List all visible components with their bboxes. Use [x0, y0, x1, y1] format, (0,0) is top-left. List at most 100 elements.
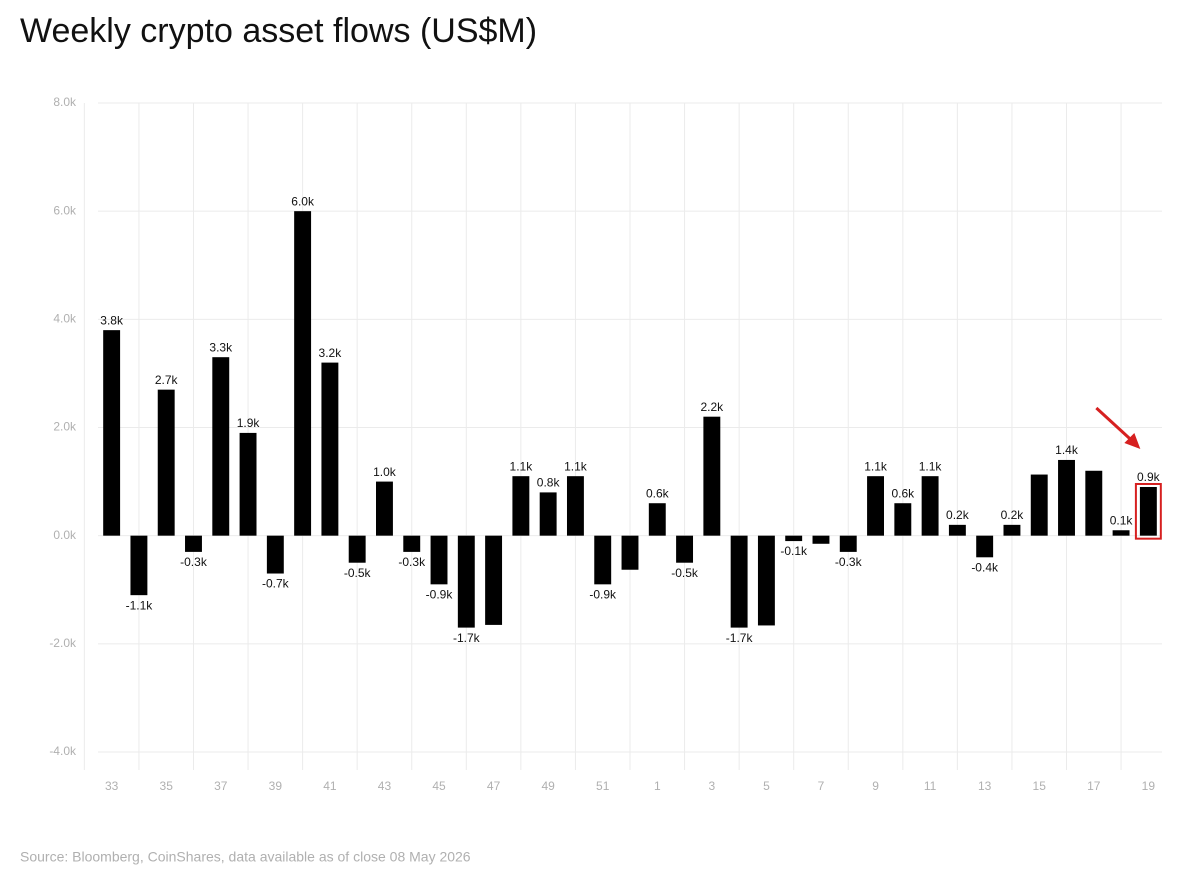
x-tick-label: 13: [978, 779, 992, 793]
value-label: 1.1k: [919, 459, 943, 473]
bar: [621, 535, 639, 570]
bar: [376, 481, 393, 536]
value-label: -0.5k: [344, 566, 372, 580]
x-tick-label: 41: [323, 779, 337, 793]
bar: [921, 476, 939, 536]
x-tick-label: 47: [487, 779, 501, 793]
x-tick-label: 3: [709, 779, 716, 793]
bar: [785, 535, 803, 542]
value-label: 1.1k: [864, 459, 888, 473]
x-tick-label: 11: [924, 779, 937, 793]
value-label: -0.3k: [180, 555, 208, 569]
bar: [157, 389, 175, 536]
bar: [839, 535, 857, 552]
bar: [430, 535, 448, 585]
value-label: 0.2k: [1001, 508, 1025, 522]
x-tick-label: 35: [160, 779, 174, 793]
value-label: 0.1k: [1110, 513, 1134, 527]
bar: [403, 535, 421, 552]
value-label: 0.6k: [891, 486, 915, 500]
bar: [894, 503, 912, 536]
highlight-arrow: [1095, 406, 1134, 443]
x-tick-label: 33: [105, 779, 119, 793]
chart-title: Weekly crypto asset flows (US$M): [20, 12, 537, 50]
bar: [976, 535, 994, 558]
value-label: 0.8k: [537, 476, 561, 490]
value-label: 3.2k: [319, 346, 343, 360]
highlight-arrowhead: [1124, 432, 1141, 449]
value-label: 3.3k: [209, 340, 233, 354]
x-tick-label: 15: [1033, 779, 1047, 793]
value-label: 1.0k: [373, 465, 397, 479]
bar: [566, 476, 584, 536]
bar: [294, 211, 312, 536]
value-label: 0.2k: [946, 508, 970, 522]
y-tick-label: 6.0k: [53, 203, 77, 217]
value-label: -0.9k: [426, 588, 454, 602]
x-tick-label: 49: [541, 779, 555, 793]
value-label: -1.7k: [726, 631, 754, 645]
value-label: -0.3k: [835, 555, 863, 569]
x-tick-label: 9: [872, 779, 879, 793]
y-tick-label: 8.0k: [53, 95, 77, 109]
value-label: 1.1k: [510, 459, 534, 473]
value-label: 2.7k: [155, 373, 179, 387]
x-tick-label: 39: [269, 779, 283, 793]
x-tick-label: 45: [432, 779, 446, 793]
value-label: 0.9k: [1137, 470, 1161, 484]
bar: [757, 535, 775, 626]
bar: [1058, 459, 1075, 536]
bar: [1030, 474, 1048, 536]
highlight-box: [1134, 482, 1162, 540]
value-label: -1.7k: [453, 631, 481, 645]
value-label: 1.9k: [237, 416, 261, 430]
y-tick-label: -4.0k: [49, 744, 77, 758]
value-label: 2.2k: [701, 400, 725, 414]
bar: [103, 330, 121, 536]
x-tick-label: 43: [378, 779, 392, 793]
y-tick-label: 2.0k: [53, 420, 77, 434]
bar: [730, 535, 748, 628]
bar: [239, 432, 257, 536]
value-label: -0.5k: [671, 566, 699, 580]
bar: [266, 535, 284, 574]
bar: [594, 535, 612, 585]
bar: [948, 524, 966, 536]
bar: [812, 535, 830, 544]
value-label: -0.7k: [262, 577, 290, 591]
x-tick-label: 51: [596, 779, 610, 793]
bar: [212, 357, 230, 536]
bar: [485, 535, 503, 625]
bar: [867, 476, 884, 536]
x-tick-label: 37: [214, 779, 228, 793]
y-tick-label: -2.0k: [49, 636, 77, 650]
bar: [1003, 524, 1021, 536]
value-label: -0.4k: [971, 560, 999, 574]
bar: [676, 535, 694, 563]
bar: [1112, 530, 1130, 536]
bar: [321, 362, 339, 536]
value-label: 6.0k: [291, 194, 315, 208]
x-tick-label: 17: [1087, 779, 1101, 793]
bar: [457, 535, 475, 628]
x-tick-label: 1: [654, 779, 661, 793]
x-tick-label: 7: [818, 779, 825, 793]
bar: [703, 416, 721, 536]
bar: [512, 476, 530, 536]
value-label: -1.1k: [126, 598, 154, 612]
x-tick-label: 19: [1142, 779, 1156, 793]
value-label: 1.1k: [564, 459, 588, 473]
bar: [348, 535, 366, 563]
bar: [648, 503, 666, 536]
bar: [185, 535, 202, 552]
value-label: -0.9k: [589, 588, 617, 602]
bar: [1139, 486, 1157, 536]
value-label: 1.4k: [1055, 443, 1079, 457]
bar: [539, 492, 557, 536]
value-label: -0.3k: [398, 555, 426, 569]
bar: [1085, 470, 1103, 536]
value-label: -0.1k: [780, 544, 808, 558]
